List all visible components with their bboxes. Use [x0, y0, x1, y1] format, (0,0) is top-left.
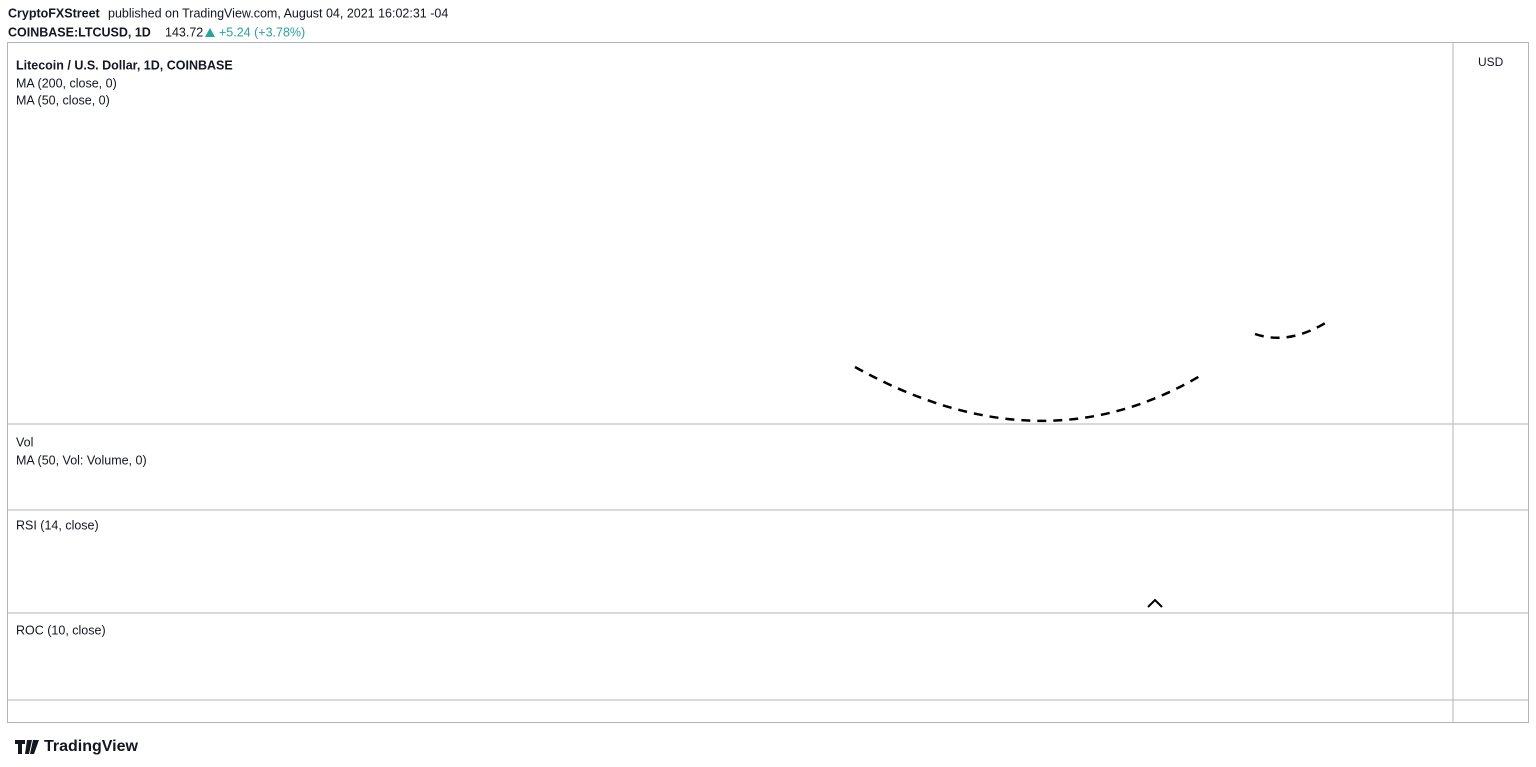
cup-curve [854, 365, 1201, 422]
logo-icon [15, 740, 39, 754]
pane-title: ROC (10, close) [16, 623, 106, 637]
chart-title: Litecoin / U.S. Dollar, 1D, COINBASE [16, 58, 233, 72]
currency: USD [1478, 55, 1504, 69]
up-icon [205, 28, 215, 37]
rsi-caret [1147, 598, 1163, 608]
footer-brand: TradingView [44, 738, 139, 755]
price: 143.72 [165, 25, 203, 39]
symbol: COINBASE:LTCUSD, 1D [8, 25, 151, 39]
published: published on TradingView.com, August 04,… [108, 6, 448, 20]
change: +5.24 (+3.78%) [219, 25, 305, 39]
pane-title: Vol [16, 435, 33, 449]
pane-title: RSI (14, close) [16, 518, 99, 532]
legend-entry: MA (50, Vol: Volume, 0) [16, 453, 147, 467]
legend-entry: MA (50, close, 0) [16, 93, 110, 107]
legend-entry: MA (200, close, 0) [16, 76, 117, 90]
chart-frame [7, 42, 1529, 723]
handle-curve [1254, 318, 1331, 340]
author: CryptoFXStreet [8, 6, 101, 20]
